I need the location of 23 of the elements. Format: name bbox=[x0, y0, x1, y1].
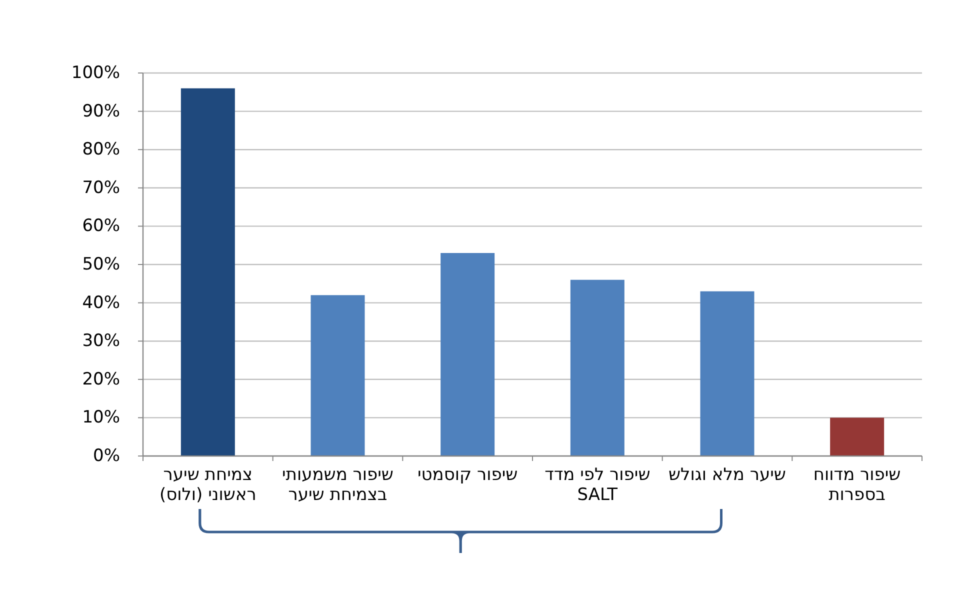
x-tick-label: שיפור מדווח בספרות bbox=[812, 465, 902, 505]
y-tick-label: 50% bbox=[82, 254, 120, 274]
bar bbox=[830, 418, 884, 456]
bar bbox=[570, 280, 624, 456]
x-tick-label: שיפור לפי מדד SALT bbox=[544, 465, 652, 505]
y-tick-label: 60% bbox=[82, 216, 120, 236]
x-tick-label: שיפור משמעותי בצמיחת שיער bbox=[281, 465, 394, 505]
y-tick-label: 100% bbox=[71, 63, 120, 83]
y-tick-label: 70% bbox=[82, 178, 120, 198]
x-tick-label: שיפור קוסמטי bbox=[416, 465, 519, 485]
x-tick-label: שיער מלא וגולש bbox=[668, 465, 787, 485]
y-tick-label: 10% bbox=[82, 408, 120, 428]
bar bbox=[310, 295, 365, 456]
y-tick-label: 90% bbox=[82, 101, 120, 122]
bar bbox=[180, 88, 235, 456]
y-tick-label: 80% bbox=[82, 140, 120, 160]
y-tick-label: 40% bbox=[82, 292, 120, 313]
x-tick-label: צמיחת שיער ראשוני (ולוס) bbox=[158, 465, 258, 505]
y-tick-label: 0% bbox=[93, 446, 120, 466]
y-tick-label: 20% bbox=[82, 369, 120, 390]
bar bbox=[700, 291, 754, 456]
y-tick-label: 30% bbox=[82, 331, 120, 352]
bar bbox=[440, 253, 495, 456]
